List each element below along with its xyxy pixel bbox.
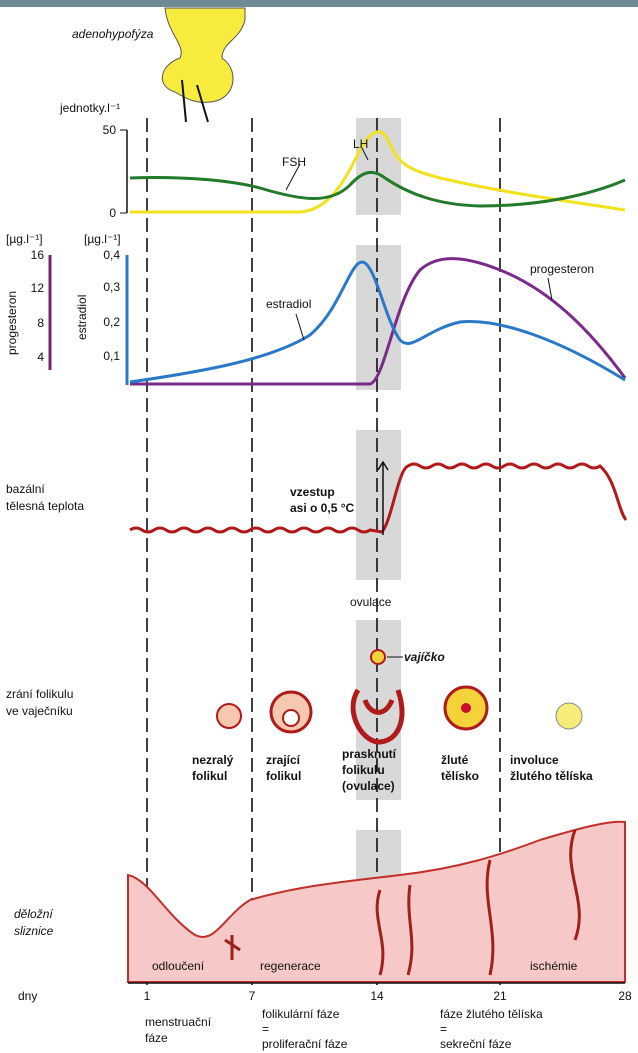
temperature-curve xyxy=(129,462,628,534)
lh-label: LH xyxy=(353,137,368,151)
phase-name: = xyxy=(262,1022,269,1036)
stage: folikul xyxy=(266,769,301,783)
day-tick: 21 xyxy=(493,989,507,1003)
leader xyxy=(295,313,305,341)
tick-label: 8 xyxy=(37,316,44,330)
temp-label: tělesná teplota xyxy=(6,499,84,513)
follicle-label: ve vaječníku xyxy=(6,704,73,718)
corpus-albicans xyxy=(555,702,583,730)
phase-name: = xyxy=(440,1022,447,1036)
stage: (ovulace) xyxy=(342,779,395,793)
stage: involuce xyxy=(510,753,559,767)
phase-name: proliferační fáze xyxy=(262,1037,348,1051)
top-bar xyxy=(0,0,638,7)
axis-title: progesteron xyxy=(5,291,19,355)
fsh-label: FSH xyxy=(282,155,306,169)
tick-label: 0,2 xyxy=(103,315,120,329)
phase-name: menstruační xyxy=(145,1015,212,1029)
progesteron-curve xyxy=(130,257,627,386)
days-label: dny xyxy=(18,989,37,1003)
tick-label: 0,1 xyxy=(103,349,120,363)
annotation: vzestup xyxy=(290,485,335,499)
day-tick: 28 xyxy=(618,989,632,1003)
endometrium-label: děložní xyxy=(14,907,54,921)
axis-title: estradiol xyxy=(75,295,89,340)
follicle-label: zrání folikulu xyxy=(6,687,73,701)
rise-arrow xyxy=(377,460,389,535)
ovulation-label: ovulace xyxy=(350,595,392,609)
arrows xyxy=(181,79,209,123)
phase: regenerace xyxy=(260,959,321,973)
follicle xyxy=(350,688,405,745)
tick-label: 0,3 xyxy=(103,280,120,294)
phase-name: fáze xyxy=(145,1031,168,1045)
stage: tělísko xyxy=(441,769,479,783)
day-tick: 14 xyxy=(370,989,384,1003)
phase: odloučení xyxy=(152,959,205,973)
phase-name: folikulární fáze xyxy=(262,1007,340,1021)
leader xyxy=(285,163,301,191)
tick-label: 0 xyxy=(109,206,116,220)
ovulation-band xyxy=(356,118,401,980)
leader xyxy=(361,147,369,161)
day-tick: 7 xyxy=(249,989,256,1003)
unit: jednotky.l⁻¹ xyxy=(59,101,120,115)
temp-label: bazální xyxy=(6,482,45,496)
phase: ischémie xyxy=(530,959,578,973)
tick-label: 4 xyxy=(37,350,44,364)
leader xyxy=(547,277,553,301)
tick-label: 50 xyxy=(103,123,117,137)
curve-label: estradiol xyxy=(266,297,311,311)
stage: nezralý xyxy=(192,753,234,767)
annotation: asi o 0,5 °C xyxy=(290,501,354,515)
lh-curve xyxy=(130,130,626,214)
curve-label: progesteron xyxy=(530,262,594,276)
tick-label: 12 xyxy=(31,281,45,295)
gland-label: adenohypofýza xyxy=(72,27,154,41)
follicle xyxy=(282,709,300,727)
day-lines xyxy=(146,118,501,985)
glands xyxy=(224,829,581,976)
fsh-curve xyxy=(129,170,626,208)
stage: folikul xyxy=(192,769,227,783)
stage: žlutého tělíska xyxy=(510,769,593,783)
stage: žluté xyxy=(441,753,469,767)
unit: [µg.l⁻¹] xyxy=(84,232,121,246)
unit: [µg.l⁻¹] xyxy=(6,232,43,246)
endometrium-label: sliznice xyxy=(14,924,54,938)
stage: folikulu xyxy=(342,763,385,777)
estradiol-curve xyxy=(129,260,626,384)
day-tick: 1 xyxy=(144,989,151,1003)
egg-label: vajíčko xyxy=(404,650,445,664)
pituitary xyxy=(162,7,246,103)
tick-label: 0,4 xyxy=(103,248,120,262)
stage: prasknutí xyxy=(342,747,397,761)
corpus-luteum xyxy=(461,703,471,713)
phase-name: sekreční fáze xyxy=(440,1037,512,1051)
tick-label: 16 xyxy=(31,248,45,262)
stage: zrající xyxy=(266,753,301,767)
follicle xyxy=(216,703,242,729)
phase-name: fáze žlutého tělíska xyxy=(440,1007,543,1021)
egg xyxy=(370,649,386,665)
